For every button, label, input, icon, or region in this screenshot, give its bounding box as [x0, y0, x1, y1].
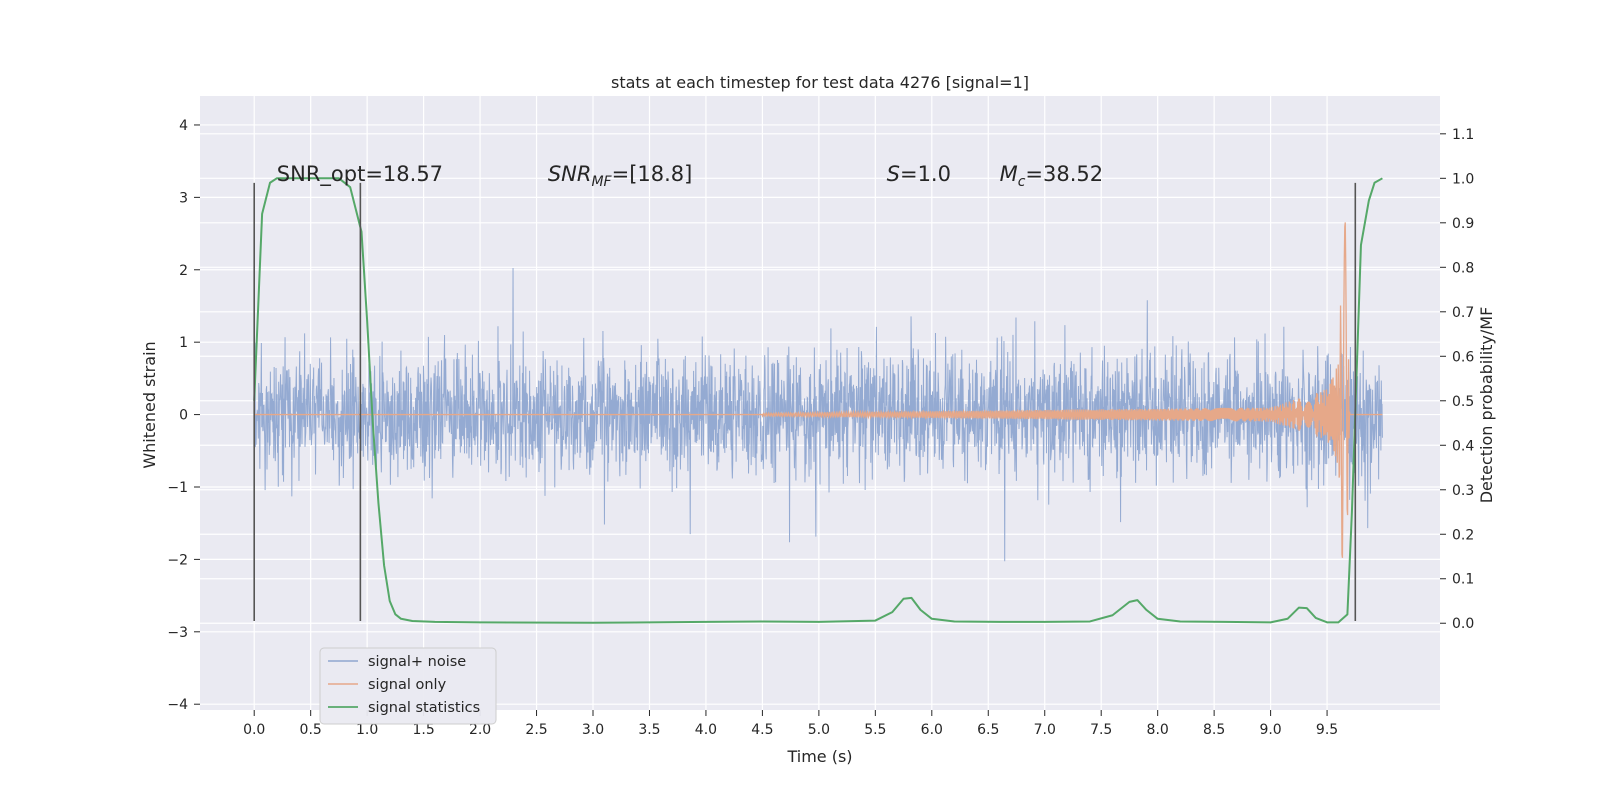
y2-tick-label: 0.4: [1452, 438, 1474, 454]
annotation-2: S=1.0: [887, 162, 951, 186]
y2-axis-label: Detection probability/MF: [1477, 307, 1496, 504]
x-tick-label: 1.0: [356, 722, 378, 738]
axis-layer: 0.0 0.5 1.0 1.5 2.0 2.5 3.0 3.5 4.0 4.5 5.0 5.5 6.0 6…: [167, 118, 1474, 738]
annotation-0: SNR_opt=18.57: [277, 162, 443, 187]
x-tick-label: 2.0: [469, 722, 491, 738]
chart-title: stats at each timestep for test data 427…: [611, 73, 1029, 92]
x-tick-label: 0.0: [243, 722, 265, 738]
y-tick-label: 4: [179, 118, 188, 134]
legend-box: [319, 647, 497, 725]
x-tick-label: 5.5: [864, 722, 886, 738]
annotation-3: Mc=38.52: [1000, 162, 1104, 190]
legend-label-signal-noise: signal+ noise: [368, 654, 466, 670]
y2-tick-label: 0.7: [1452, 305, 1474, 321]
y2-tick-label: 0.1: [1452, 572, 1474, 588]
x-tick-label: 4.5: [751, 722, 773, 738]
y2-tick-label: 0.5: [1452, 394, 1474, 410]
y2-tick-label: 1.0: [1452, 171, 1474, 187]
y2-tick-label: 1.1: [1452, 127, 1474, 143]
y-tick-label: 2: [179, 263, 188, 279]
x-tick-label: 6.0: [921, 722, 943, 738]
y2-tick-label: 0.0: [1452, 616, 1474, 632]
x-tick-label: 3.5: [638, 722, 660, 738]
legend-label-signal-only: signal only: [368, 677, 447, 693]
x-tick-label: 3.0: [582, 722, 604, 738]
x-tick-label: 9.0: [1259, 722, 1281, 738]
legend-label-signal-statistics: signal statistics: [368, 700, 480, 716]
y2-tick-label: 0.2: [1452, 527, 1474, 543]
y-tick-label: 1: [179, 335, 188, 351]
x-tick-label: 8.0: [1147, 722, 1169, 738]
x-tick-label: 1.5: [412, 722, 434, 738]
y2-tick-label: 0.3: [1452, 483, 1474, 499]
y-tick-label: 0: [179, 408, 188, 424]
series-signal-only-line: [254, 222, 1383, 558]
y-tick-label: −3: [167, 625, 188, 641]
legend: signal+ noise signal only signal statist…: [319, 647, 497, 725]
x-tick-label: 2.5: [525, 722, 547, 738]
x-tick-label: 0.5: [300, 722, 322, 738]
y2-tick-label: 0.9: [1452, 216, 1474, 232]
x-tick-label: 5.0: [808, 722, 830, 738]
x-tick-label: 8.5: [1203, 722, 1225, 738]
y-tick-label: 3: [179, 190, 188, 206]
x-tick-label: 9.5: [1316, 722, 1338, 738]
y-tick-label: −1: [167, 480, 188, 496]
annotation-1: SNRMF=[18.8]: [548, 162, 693, 190]
y-tick-label: −4: [167, 697, 188, 713]
series-layer: [253, 177, 1383, 624]
x-tick-label: 7.0: [1034, 722, 1056, 738]
x-tick-label: 4.0: [695, 722, 717, 738]
annotation-layer: SNR_opt=18.57 SNRMF=[18.8] S=1.0 Mc=38.52: [277, 162, 1103, 190]
x-axis-label: Time (s): [786, 747, 852, 766]
y2-tick-label: 0.8: [1452, 260, 1474, 276]
y2-tick-label: 0.6: [1452, 349, 1474, 365]
y-axis-label: Whitened strain: [140, 341, 159, 468]
series-signal-statistics-line: [253, 177, 1383, 624]
x-tick-label: 6.5: [977, 722, 999, 738]
y-tick-label: −2: [167, 552, 188, 568]
x-tick-label: 7.5: [1090, 722, 1112, 738]
